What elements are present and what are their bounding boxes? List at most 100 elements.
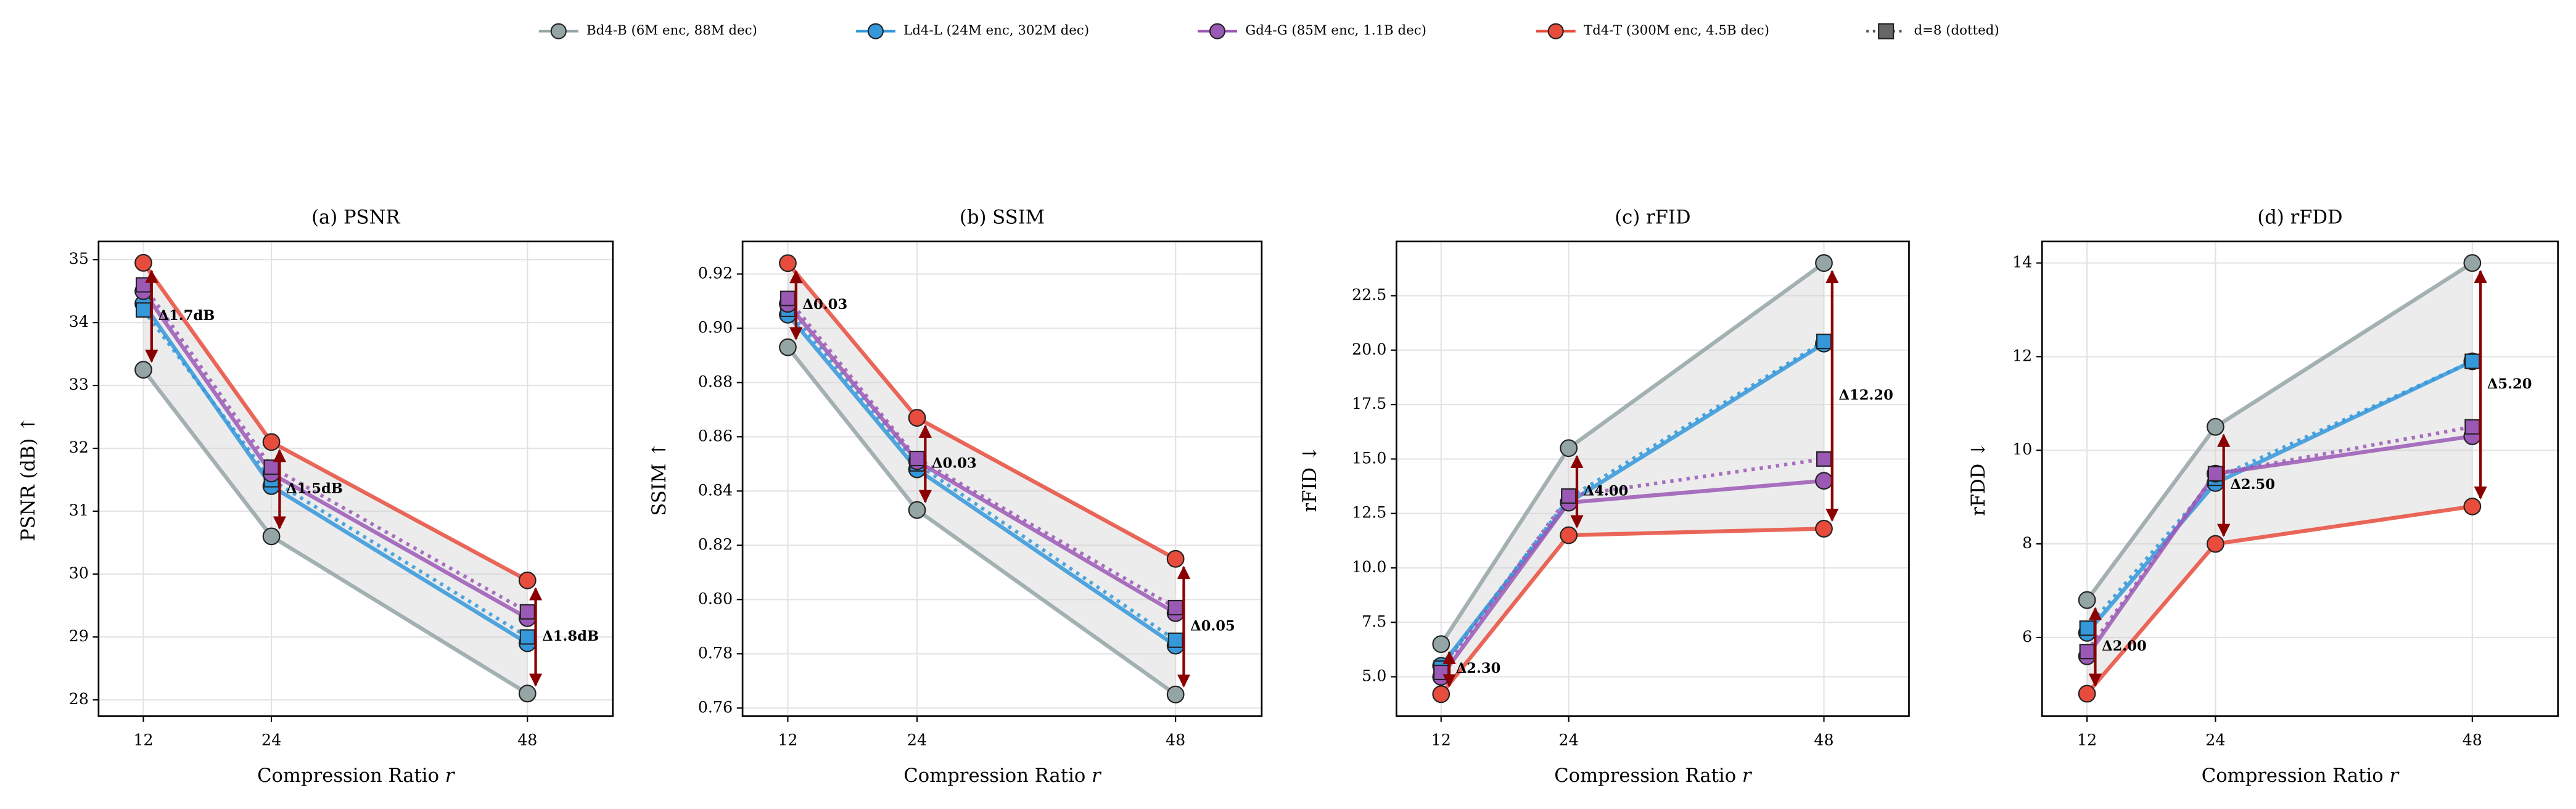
point — [2078, 684, 2096, 703]
point-d8 — [2079, 620, 2095, 636]
delta-label: Δ1.8dB — [542, 628, 599, 644]
legend-marker — [550, 23, 567, 39]
point — [908, 501, 926, 519]
point-d8 — [1167, 599, 1183, 616]
point-d8 — [2464, 419, 2480, 435]
point — [2206, 417, 2224, 436]
subplot-title: (b) SSIM — [960, 207, 1045, 228]
point-d8 — [1433, 664, 1449, 681]
y-tick-label: 20.0 — [1352, 340, 1386, 358]
point-d8 — [519, 629, 535, 645]
delta-label: Δ0.05 — [1190, 618, 1235, 634]
point — [1166, 685, 1185, 704]
delta-label: Δ2.30 — [1456, 660, 1501, 676]
delta-label: Δ5.20 — [2487, 376, 2532, 392]
point — [1166, 549, 1185, 568]
delta-label: Δ1.5dB — [286, 480, 343, 496]
x-tick-label: 48 — [2463, 731, 2482, 749]
legend-label: Td4-T (300M enc, 4.5B dec) — [1584, 23, 1769, 38]
y-tick-label: 0.78 — [698, 644, 733, 662]
y-tick-label: 17.5 — [1352, 395, 1386, 413]
spread-area — [788, 263, 1176, 695]
point — [1815, 254, 1833, 272]
y-tick-label: 15.0 — [1352, 449, 1386, 467]
point-d8 — [780, 290, 796, 306]
delta-label: Δ2.50 — [2230, 477, 2275, 493]
x-tick-label: 24 — [907, 731, 927, 749]
delta-label: Δ1.7dB — [158, 308, 215, 324]
y-tick-label: 0.90 — [698, 318, 733, 336]
point — [779, 254, 797, 273]
point — [262, 433, 281, 451]
x-tick-label: 12 — [133, 731, 153, 749]
legend-label: Ld4-L (24M enc, 302M dec) — [903, 23, 1089, 38]
y-tick-label: 33 — [69, 376, 89, 393]
subplot-title: (a) PSNR — [311, 207, 400, 228]
point — [1432, 685, 1451, 704]
point — [518, 684, 537, 703]
legend-marker — [867, 23, 884, 39]
point — [2463, 497, 2482, 515]
y-tick-label: 10.0 — [1352, 558, 1386, 576]
point — [134, 361, 152, 379]
point — [1432, 635, 1451, 653]
axes-frame — [741, 240, 1263, 717]
y-tick-label: 0.76 — [698, 698, 733, 716]
x-tick-label: 48 — [1814, 731, 1833, 749]
point — [134, 253, 152, 272]
legend-marker — [1547, 23, 1564, 39]
point-d8 — [135, 277, 152, 293]
y-tick-label: 0.92 — [698, 264, 733, 282]
axes-frame — [2041, 240, 2559, 717]
point — [908, 409, 926, 427]
point — [2206, 535, 2224, 553]
y-axis-label: rFID ↓ — [1299, 446, 1321, 512]
point-d8 — [2079, 644, 2095, 660]
y-tick-label: 0.86 — [698, 427, 733, 445]
y-tick-label: 0.88 — [698, 372, 733, 390]
legend-label: Gd4-G (85M enc, 1.1B dec) — [1245, 23, 1426, 38]
y-tick-label: 14 — [2012, 253, 2032, 271]
x-tick-label: 12 — [2077, 731, 2097, 749]
point — [2078, 591, 2096, 609]
y-tick-label: 31 — [69, 501, 89, 519]
y-tick-label: 0.82 — [698, 535, 733, 553]
point — [262, 527, 281, 546]
y-tick-label: 32 — [69, 438, 89, 456]
legend-marker — [1878, 23, 1895, 39]
y-tick-label: 30 — [69, 564, 89, 582]
y-axis-label: PSNR (dB) ↑ — [18, 416, 39, 541]
subplot: 0.76 0.78 0.80 0.82 0.84 0.86 0.88 0.90 0.92 12 24… — [649, 207, 1263, 787]
point-d8 — [1167, 632, 1183, 648]
x-axis-label: Compression Ratio 𝑟 — [903, 765, 1102, 787]
x-tick-label: 24 — [261, 731, 281, 749]
y-axis-label: SSIM ↑ — [649, 441, 670, 515]
y-tick-label: 12.5 — [1352, 504, 1386, 522]
y-tick-label: 28 — [69, 690, 89, 708]
series-line-d8 — [786, 308, 1177, 642]
point — [779, 338, 797, 356]
point-d8 — [1561, 488, 1577, 504]
y-tick-label: 7.5 — [1362, 612, 1386, 630]
series-line-d8 — [1439, 340, 1825, 670]
point — [1815, 472, 1833, 490]
point — [1560, 526, 1578, 544]
x-tick-label: 48 — [517, 731, 537, 749]
axes-frame — [1395, 240, 1910, 717]
spread-area — [1441, 263, 1824, 694]
point-d8 — [135, 302, 152, 318]
x-axis-label: Compression Ratio 𝑟 — [2202, 765, 2400, 787]
x-axis-label: Compression Ratio 𝑟 — [1554, 765, 1753, 787]
y-tick-label: 29 — [69, 627, 89, 645]
delta-label: Δ12.20 — [1838, 387, 1893, 403]
y-tick-label: 22.5 — [1352, 286, 1386, 304]
y-tick-label: 12 — [2012, 347, 2032, 364]
x-axis-label: Compression Ratio 𝑟 — [257, 765, 456, 787]
point-d8 — [263, 459, 279, 475]
point-d8 — [1816, 451, 1832, 467]
spread-area — [2087, 263, 2472, 694]
subplot-title: (d) rFDD — [2257, 207, 2342, 228]
subplot: 6 8 10 12 14 12 24 48 Δ2.00 Δ2.50 Δ5.20 (d) rFDD Com… — [1968, 207, 2559, 787]
